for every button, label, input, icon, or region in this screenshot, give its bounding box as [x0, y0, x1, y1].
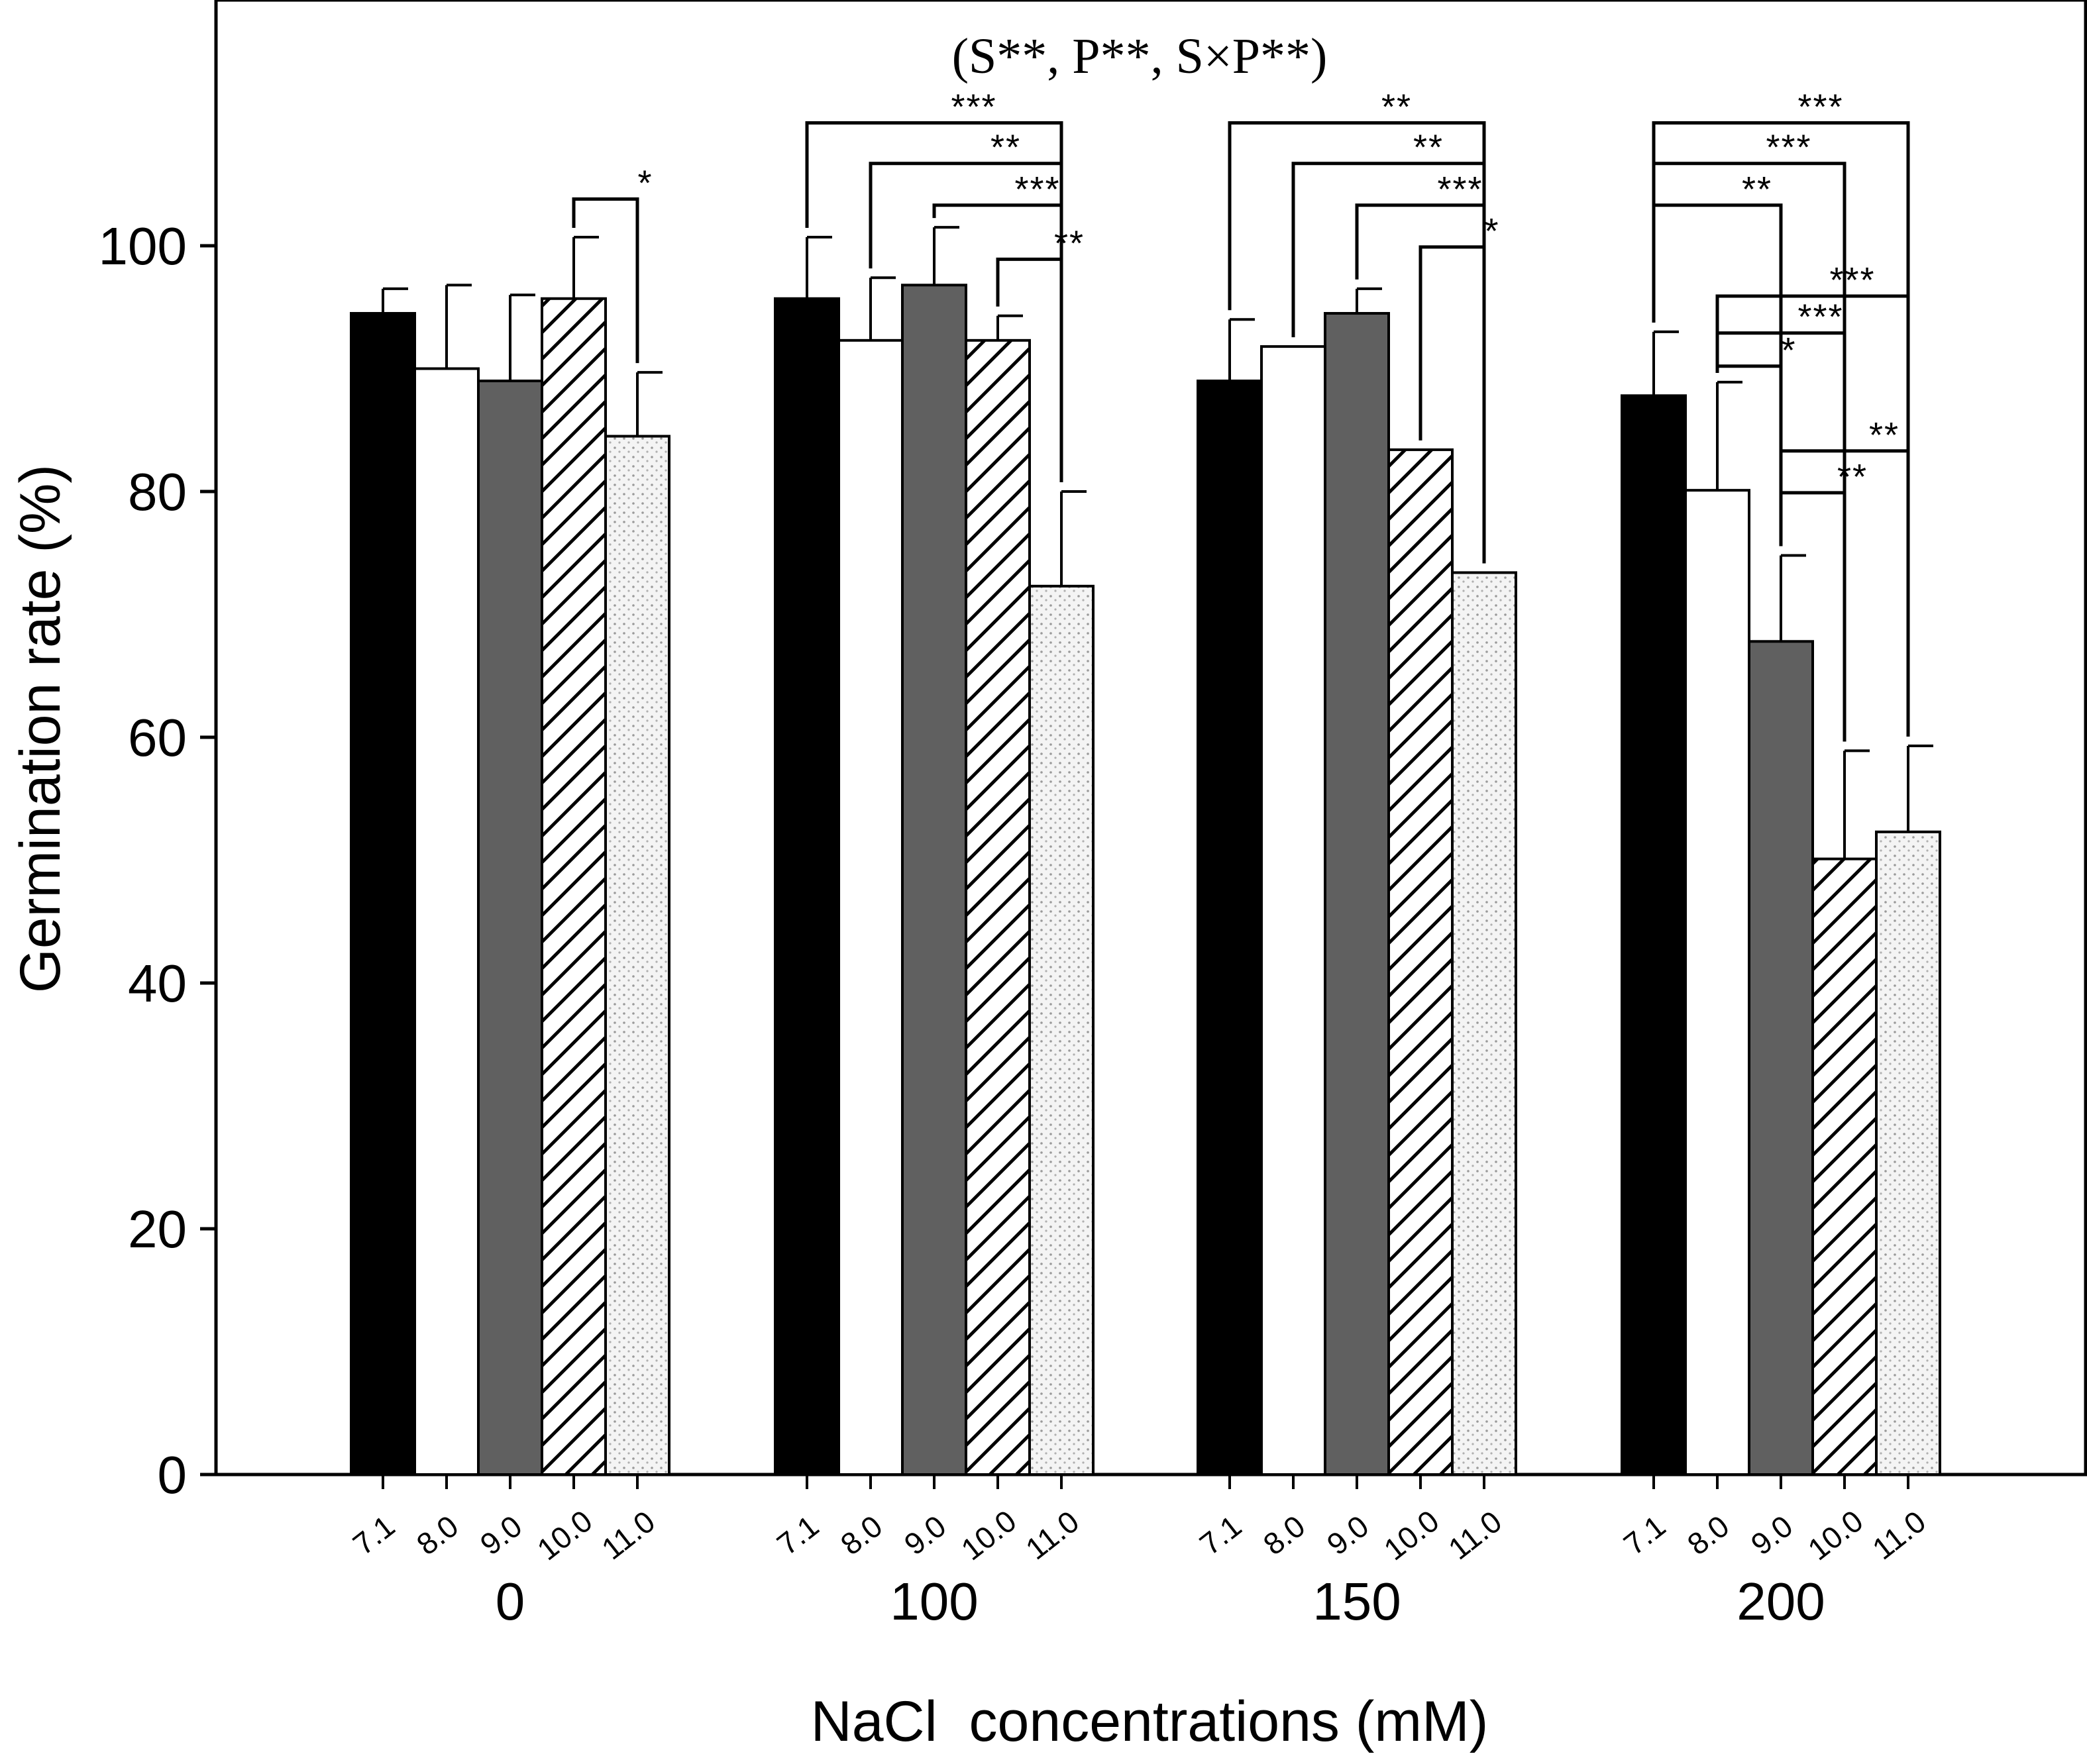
x-axis: 7.1 8.0 9.0 10.011.007.1 8.0 9.0 10.011.01007.…: [347, 1475, 1932, 1631]
x-tick-label-ph-7.1-nacl100: 7.1: [771, 1508, 825, 1561]
x-tick-label-ph-9.0-nacl100: 9.0: [898, 1508, 952, 1561]
significance-bracket-16: [1779, 491, 1846, 742]
significance-label-7: ***: [1437, 170, 1483, 209]
significance-layer: **************************************: [572, 87, 1910, 742]
significance-label-3: ***: [1014, 170, 1060, 209]
bars-layer: [350, 284, 1941, 1477]
significance-label-5: **: [1381, 87, 1412, 127]
significance-label-0: *: [637, 164, 653, 203]
significance-bracket-8: [1418, 245, 1486, 564]
significance-label-6: **: [1413, 128, 1444, 168]
significance-bracket-0: [572, 197, 639, 364]
x-tick-label-ph-8.0-nacl100: 8.0: [834, 1508, 888, 1561]
significance-label-13: ***: [1797, 297, 1843, 337]
x-tick-label-ph-10.0-nacl100: 10.0: [955, 1503, 1023, 1567]
bar-ph11.0-nacl150: [1451, 571, 1517, 1476]
x-tick-label-ph-8.0-nacl200: 8.0: [1681, 1508, 1735, 1561]
bar-ph11.0-nacl200: [1875, 830, 1941, 1476]
bar-ph8.0-nacl100: [837, 338, 904, 1477]
significance-label-9: ***: [1797, 87, 1843, 127]
x-tick-label-ph-8.0-nacl0: 8.0: [410, 1508, 464, 1561]
group-label-nacl-100: 100: [890, 1572, 978, 1631]
bar-ph8.0-nacl200: [1684, 489, 1750, 1476]
bar-ph10.0-nacl200: [1811, 857, 1878, 1476]
x-tick-label-ph-11.0-nacl100: 11.0: [1019, 1504, 1085, 1566]
group-label-nacl-0: 0: [496, 1572, 525, 1631]
significance-label-10: ***: [1766, 128, 1811, 168]
y-axis: 0 20 40 60 80 100: [99, 217, 216, 1504]
significance-label-4: **: [1054, 223, 1085, 263]
y-tick-label-60: 60: [128, 708, 187, 767]
significance-label-15: **: [1869, 415, 1900, 455]
significance-label-14: *: [1781, 331, 1796, 370]
bar-ph11.0-nacl100: [1028, 584, 1095, 1477]
significance-label-11: **: [1742, 170, 1772, 209]
significance-label-16: **: [1837, 457, 1868, 497]
x-tick-label-ph-11.0-nacl200: 11.0: [1866, 1504, 1932, 1566]
x-tick-label-ph-11.0-nacl0: 11.0: [595, 1504, 661, 1566]
x-tick-label-ph-10.0-nacl0: 10.0: [531, 1503, 599, 1567]
group-label-nacl-200: 200: [1737, 1572, 1825, 1631]
x-axis-title: NaCl concentrations (mM): [811, 1690, 1489, 1753]
chart-annotation: (S**, P**, S×P**): [952, 28, 1328, 84]
group-label-nacl-150: 150: [1312, 1572, 1401, 1631]
x-tick-label-ph-9.0-nacl0: 9.0: [474, 1508, 528, 1561]
x-tick-label-ph-7.1-nacl200: 7.1: [1617, 1508, 1672, 1561]
bar-ph7.1-nacl200: [1621, 394, 1687, 1476]
y-tick-label-80: 80: [128, 462, 187, 521]
significance-label-8: *: [1484, 211, 1499, 251]
bar-ph8.0-nacl0: [413, 367, 480, 1476]
x-tick-label-ph-7.1-nacl0: 7.1: [347, 1508, 401, 1561]
significance-label-12: ***: [1829, 260, 1875, 300]
significance-bracket-4: [996, 257, 1063, 482]
x-tick-label-ph-8.0-nacl150: 8.0: [1257, 1508, 1311, 1561]
significance-label-1: ***: [951, 87, 996, 127]
bar-ph9.0-nacl100: [901, 284, 967, 1476]
x-tick-label-ph-9.0-nacl150: 9.0: [1320, 1508, 1375, 1561]
bar-ph7.1-nacl100: [774, 297, 840, 1476]
x-tick-label-ph-10.0-nacl200: 10.0: [1801, 1503, 1870, 1567]
y-tick-label-100: 100: [99, 217, 187, 276]
significance-label-2: **: [990, 128, 1021, 168]
bar-ph9.0-nacl200: [1748, 640, 1814, 1476]
bar-ph8.0-nacl150: [1260, 345, 1326, 1476]
y-tick-label-40: 40: [128, 954, 187, 1013]
x-tick-label-ph-7.1-nacl150: 7.1: [1193, 1508, 1248, 1561]
bar-ph9.0-nacl150: [1324, 312, 1390, 1476]
y-tick-label-20: 20: [128, 1200, 187, 1259]
x-tick-label-ph-11.0-nacl150: 11.0: [1442, 1504, 1508, 1566]
bar-ph7.1-nacl0: [350, 312, 416, 1476]
error-bars-layer: [382, 226, 1933, 859]
bar-ph9.0-nacl0: [477, 380, 543, 1476]
y-tick-label-0: 0: [158, 1445, 187, 1504]
bar-ph10.0-nacl100: [965, 338, 1031, 1477]
x-tick-label-ph-9.0-nacl200: 9.0: [1744, 1508, 1799, 1561]
bar-ph10.0-nacl150: [1387, 448, 1454, 1476]
bar-ph7.1-nacl150: [1197, 380, 1263, 1476]
bar-ph10.0-nacl0: [541, 297, 607, 1476]
x-tick-label-ph-10.0-nacl150: 10.0: [1377, 1503, 1446, 1567]
y-axis-title: Germination rate (%): [9, 464, 72, 993]
bar-ph11.0-nacl0: [604, 435, 670, 1476]
